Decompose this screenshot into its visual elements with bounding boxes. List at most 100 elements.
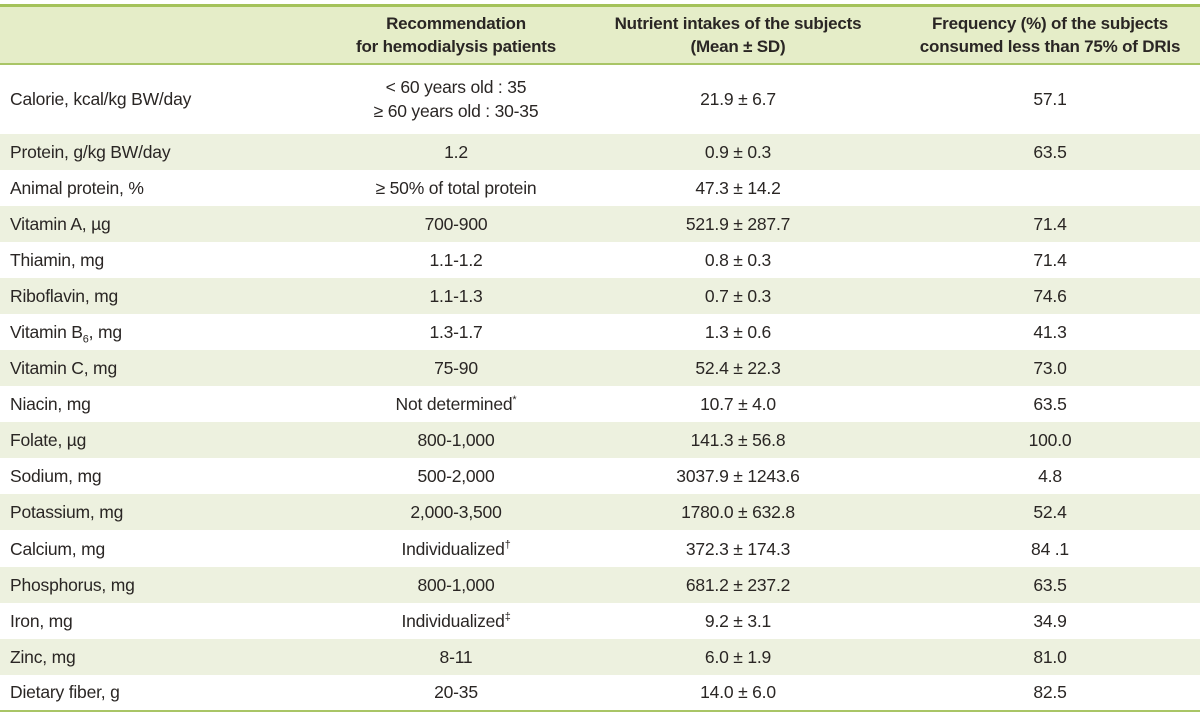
recommendation-cell: 1.2 — [444, 141, 468, 162]
intake-cell: 1780.0 ± 632.8 — [681, 502, 795, 523]
table-header: Recommendation for hemodialysis patients… — [0, 5, 1200, 65]
recommendation-cell: 2,000-3,500 — [410, 502, 502, 523]
frequency-cell: 63.5 — [1033, 394, 1067, 415]
intake-cell: 47.3 ± 14.2 — [695, 177, 781, 198]
table-row: Vitamin A, µg 700-900 521.9 ± 287.7 71.4 — [0, 205, 1200, 242]
frequency-cell: 84 .1 — [1031, 538, 1069, 559]
nutrient-cell: Potassium, mg — [10, 502, 124, 523]
intake-cell: 0.7 ± 0.3 — [704, 285, 772, 306]
frequency-cell: 34.9 — [1033, 610, 1067, 631]
recommendation-cell: 800-1,000 — [417, 430, 495, 451]
table-row: Vitamin B6, mg 1.3-1.7 1.3 ± 0.6 41.3 — [0, 314, 1200, 351]
header-line: Frequency (%) of the subjects — [931, 13, 1169, 33]
nutrient-cell: Vitamin B6, mg — [10, 322, 122, 346]
table-row: Animal protein, % ≥ 50% of total protein 4… — [0, 169, 1200, 206]
intake-cell: 6.0 ± 1.9 — [704, 646, 772, 667]
recommendation-cell: 8-11 — [439, 646, 473, 667]
nutrient-cell: Animal protein, % — [10, 177, 144, 198]
nutrient-cell: Riboflavin, mg — [10, 285, 119, 306]
recommendation-cell: 700-900 — [424, 213, 488, 234]
table-row: Folate, µg 800-1,000 141.3 ± 56.8 100.0 — [0, 422, 1200, 459]
frequency-cell: 73.0 — [1033, 358, 1067, 379]
frequency-cell: 63.5 — [1033, 574, 1067, 595]
intake-cell: 52.4 ± 22.3 — [695, 358, 781, 379]
table-row: Iron, mg Individualized‡ 9.2 ± 3.1 34.9 — [0, 602, 1200, 639]
table-row: Thiamin, mg 1.1-1.2 0.8 ± 0.3 71.4 — [0, 241, 1200, 278]
recommendation-line: < 60 years old : 35 — [385, 77, 527, 98]
table-row: Calcium, mg Individualized† 372.3 ± 174.3 8… — [0, 530, 1200, 567]
nutrient-cell: Calorie, kcal/kg BW/day — [10, 89, 192, 110]
recommendation-cell: 1.1-1.2 — [429, 249, 483, 270]
table-body: Calorie, kcal/kg BW/day < 60 years old : … — [0, 63, 1200, 711]
recommendation-cell: 75-90 — [434, 358, 478, 379]
frequency-cell: 100.0 — [1028, 430, 1072, 451]
header-line: Recommendation — [386, 13, 526, 33]
header-line: for hemodialysis patients — [356, 36, 556, 56]
recommendation-cell: 1.1-1.3 — [429, 285, 483, 306]
nutrient-cell: Thiamin, mg — [10, 249, 105, 270]
header-line: (Mean ± SD) — [690, 36, 786, 56]
header-cell-intake: Nutrient intakes of the subjects (Mean ±… — [576, 5, 900, 65]
table-row: Sodium, mg 500-2,000 3037.9 ± 1243.6 4.8 — [0, 458, 1200, 495]
frequency-cell: 52.4 — [1033, 502, 1067, 523]
nutrient-cell: Zinc, mg — [10, 646, 76, 667]
intake-cell: 0.9 ± 0.3 — [704, 141, 772, 162]
intake-cell: 3037.9 ± 1243.6 — [676, 466, 800, 487]
frequency-cell: 71.4 — [1033, 249, 1067, 270]
table-row: Niacin, mg Not determined* 10.7 ± 4.0 63.5 — [0, 386, 1200, 423]
intake-cell: 141.3 ± 56.8 — [690, 430, 786, 451]
frequency-cell — [900, 170, 1200, 206]
intake-cell: 372.3 ± 174.3 — [685, 538, 791, 559]
recommendation-cell: 500-2,000 — [417, 466, 495, 487]
frequency-cell: 71.4 — [1033, 213, 1067, 234]
nutrient-cell: Dietary fiber, g — [10, 682, 120, 703]
intake-cell: 21.9 ± 6.7 — [700, 89, 776, 110]
frequency-cell: 63.5 — [1033, 141, 1067, 162]
header-line: Nutrient intakes of the subjects — [614, 13, 862, 33]
nutrient-cell: Niacin, mg — [10, 394, 91, 415]
table-row: Calorie, kcal/kg BW/day < 60 years old : … — [0, 63, 1200, 134]
header-cell-recommendation: Recommendation for hemodialysis patients — [336, 5, 576, 65]
recommendation-cell: Individualized† — [401, 538, 511, 559]
intake-cell: 681.2 ± 237.2 — [685, 574, 791, 595]
nutrient-cell: Sodium, mg — [10, 466, 102, 487]
table-row: Phosphorus, mg 800-1,000 681.2 ± 237.2 63.5 — [0, 566, 1200, 603]
table-row: Dietary fiber, g 20-35 14.0 ± 6.0 82.5 — [0, 674, 1200, 711]
intake-cell: 10.7 ± 4.0 — [700, 394, 776, 415]
nutrient-cell: Phosphorus, mg — [10, 574, 135, 595]
nutrient-cell: Vitamin A, µg — [10, 213, 111, 234]
table-row: Vitamin C, mg 75-90 52.4 ± 22.3 73.0 — [0, 350, 1200, 387]
frequency-cell: 41.3 — [1033, 322, 1067, 343]
nutrient-cell: Iron, mg — [10, 610, 73, 631]
recommendation-cell: 1.3-1.7 — [429, 322, 483, 343]
nutrient-cell: Vitamin C, mg — [10, 358, 117, 379]
header-cell-frequency: Frequency (%) of the subjects consumed l… — [900, 5, 1200, 65]
intake-cell: 9.2 ± 3.1 — [704, 610, 772, 631]
intake-cell: 521.9 ± 287.7 — [685, 213, 791, 234]
recommendation-cell: 800-1,000 — [417, 574, 495, 595]
recommendation-cell: Individualized‡ — [401, 610, 511, 631]
recommendation-cell: ≥ 50% of total protein — [375, 177, 537, 198]
recommendation-cell: < 60 years old : 35 ≥ 60 years old : 30-3… — [336, 64, 576, 134]
recommendation-line: ≥ 60 years old : 30-35 — [373, 101, 539, 122]
header-cell-nutrient — [0, 5, 336, 65]
table-row: Potassium, mg 2,000-3,500 1780.0 ± 632.8 52… — [0, 494, 1200, 531]
nutrient-cell: Protein, g/kg BW/day — [10, 141, 171, 162]
intake-cell: 14.0 ± 6.0 — [700, 682, 776, 703]
table-row: Protein, g/kg BW/day 1.2 0.9 ± 0.3 63.5 — [0, 133, 1200, 170]
table-row: Zinc, mg 8-11 6.0 ± 1.9 81.0 — [0, 638, 1200, 675]
header-line: consumed less than 75% of DRIs — [919, 36, 1181, 56]
frequency-cell: 74.6 — [1033, 285, 1067, 306]
intake-cell: 0.8 ± 0.3 — [704, 249, 772, 270]
intake-cell: 1.3 ± 0.6 — [704, 322, 772, 343]
frequency-cell: 57.1 — [1033, 89, 1067, 110]
recommendation-cell: Not determined* — [395, 394, 517, 415]
nutrient-cell: Calcium, mg — [10, 538, 106, 559]
table-row: Riboflavin, mg 1.1-1.3 0.7 ± 0.3 74.6 — [0, 277, 1200, 314]
nutrient-cell: Folate, µg — [10, 430, 87, 451]
header-row: Recommendation for hemodialysis patients… — [0, 5, 1200, 65]
recommendation-cell: 20-35 — [434, 682, 478, 703]
nutrient-table: Recommendation for hemodialysis patients… — [0, 4, 1200, 712]
frequency-cell: 4.8 — [1038, 466, 1062, 487]
